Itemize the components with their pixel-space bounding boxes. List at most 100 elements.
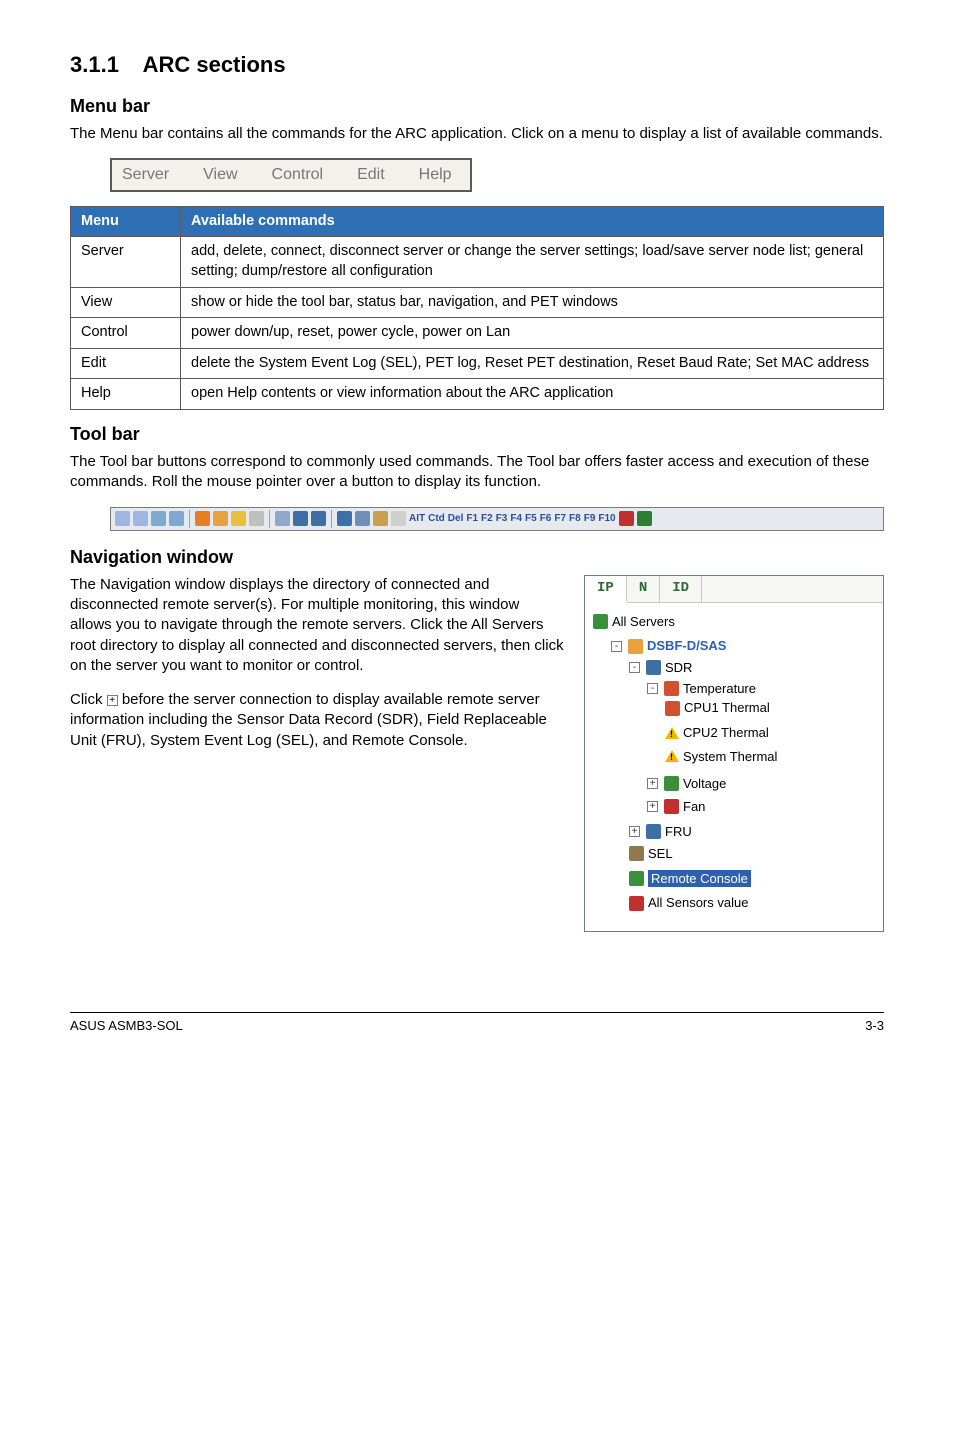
toolbar-key-label[interactable]: F7 [554, 512, 566, 526]
cell-desc: delete the System Event Log (SEL), PET l… [181, 348, 884, 379]
toolbar-icon[interactable] [231, 511, 246, 526]
toolbar-separator [189, 510, 190, 528]
tree-node-remote-console[interactable]: Remote Console [629, 870, 751, 888]
tree-node-cpu1[interactable]: CPU1 Thermal [665, 699, 770, 717]
expand-plus-icon: + [107, 695, 118, 706]
tree-node-server[interactable]: - DSBF-D/SAS [611, 637, 726, 655]
menubar-item-help[interactable]: Help [419, 164, 452, 186]
collapse-icon[interactable]: - [629, 662, 640, 673]
nav-desc-2a: Click [70, 691, 107, 708]
toolbar-icon[interactable] [115, 511, 130, 526]
toolbar-subheading: Tool bar [70, 422, 884, 446]
cell-desc: open Help contents or view information a… [181, 379, 884, 410]
voltage-icon [664, 776, 679, 791]
cell-desc: add, delete, connect, disconnect server … [181, 237, 884, 287]
toolbar-separator [331, 510, 332, 528]
tree-node-temperature[interactable]: - Temperature [647, 680, 756, 698]
sdr-icon [646, 660, 661, 675]
toolbar-key-label[interactable]: F8 [569, 512, 581, 526]
tree-label: FRU [665, 823, 692, 841]
expand-icon[interactable]: + [647, 801, 658, 812]
nav-desc-2b: before the server connection to display … [70, 691, 547, 749]
footer-left: ASUS ASMB3-SOL [70, 1017, 183, 1035]
toolbar-key-label[interactable]: F9 [584, 512, 596, 526]
tree-label: SDR [665, 659, 692, 677]
tree-node-cpu2[interactable]: CPU2 Thermal [665, 724, 769, 742]
tree-node-system-thermal[interactable]: System Thermal [665, 748, 777, 766]
section-number: 3.1.1 [70, 52, 119, 77]
tree-node-all-servers[interactable]: All Servers [593, 613, 675, 631]
tab-id[interactable]: ID [660, 576, 702, 602]
toolbar-key-label[interactable]: F6 [540, 512, 552, 526]
thermometer-icon [665, 701, 680, 716]
toolbar-icon[interactable] [619, 511, 634, 526]
nav-desc-2: Click + before the server connection to … [70, 690, 564, 751]
toolbar-icon[interactable] [373, 511, 388, 526]
console-icon [629, 871, 644, 886]
toolbar-key-label[interactable]: Del [448, 512, 464, 526]
tree-label: Fan [683, 798, 705, 816]
menubar-item-server[interactable]: Server [122, 164, 169, 186]
page-footer: ASUS ASMB3-SOL 3-3 [70, 1012, 884, 1035]
toolbar-key-label[interactable]: F4 [510, 512, 522, 526]
toolbar-key-label[interactable]: F5 [525, 512, 537, 526]
tree-label-selected: Remote Console [648, 870, 751, 888]
toolbar-icon[interactable] [169, 511, 184, 526]
tree-label: CPU2 Thermal [683, 724, 769, 742]
th-commands: Available commands [181, 206, 884, 237]
toolbar-key-label[interactable]: F2 [481, 512, 493, 526]
tree-node-all-sensors[interactable]: All Sensors value [629, 894, 748, 912]
fru-icon [646, 824, 661, 839]
toolbar-icon[interactable] [249, 511, 264, 526]
toolbar-icon[interactable] [391, 511, 406, 526]
table-row: View show or hide the tool bar, status b… [71, 287, 884, 318]
tree-label: All Servers [612, 613, 675, 631]
toolbar-icon[interactable] [293, 511, 308, 526]
toolbar-key-label[interactable]: F1 [466, 512, 478, 526]
menubar-item-control[interactable]: Control [272, 164, 324, 186]
table-row: Server add, delete, connect, disconnect … [71, 237, 884, 287]
tree-label: System Thermal [683, 748, 777, 766]
table-row: Edit delete the System Event Log (SEL), … [71, 348, 884, 379]
toolbar-icon[interactable] [275, 511, 290, 526]
cell-menu: Server [71, 237, 181, 287]
tree-node-sel[interactable]: SEL [629, 845, 673, 863]
toolbar-icon[interactable] [355, 511, 370, 526]
menubar-subheading: Menu bar [70, 94, 884, 118]
toolbar-icon[interactable] [151, 511, 166, 526]
menubar-desc: The Menu bar contains all the commands f… [70, 124, 884, 144]
nav-tabs: IP N ID [585, 576, 883, 603]
tree-label: All Sensors value [648, 894, 748, 912]
section-heading: 3.1.1 ARC sections [70, 50, 884, 80]
table-row: Help open Help contents or view informat… [71, 379, 884, 410]
servers-icon [593, 614, 608, 629]
collapse-icon[interactable]: - [611, 641, 622, 652]
toolbar-key-label[interactable]: AIT [409, 512, 425, 526]
toolbar-icon[interactable] [637, 511, 652, 526]
tree-node-voltage[interactable]: + Voltage [647, 775, 726, 793]
cell-menu: Control [71, 318, 181, 349]
toolbar-icon[interactable] [213, 511, 228, 526]
menubar-item-edit[interactable]: Edit [357, 164, 385, 186]
expand-icon[interactable]: + [629, 826, 640, 837]
menubar-screenshot: Server View Control Edit Help [110, 158, 472, 192]
tree-node-fru[interactable]: + FRU [629, 823, 692, 841]
collapse-icon[interactable]: - [647, 683, 658, 694]
toolbar-icon[interactable] [311, 511, 326, 526]
tab-ip[interactable]: IP [585, 576, 627, 603]
nav-subheading: Navigation window [70, 545, 884, 569]
tree-node-fan[interactable]: + Fan [647, 798, 705, 816]
toolbar-key-label[interactable]: F3 [496, 512, 508, 526]
warning-icon [665, 727, 679, 739]
toolbar-icon[interactable] [195, 511, 210, 526]
menubar-item-view[interactable]: View [203, 164, 237, 186]
toolbar-icon[interactable] [337, 511, 352, 526]
expand-icon[interactable]: + [647, 778, 658, 789]
thermometer-icon [664, 681, 679, 696]
toolbar-icon[interactable] [133, 511, 148, 526]
tree-label: Voltage [683, 775, 726, 793]
toolbar-key-label[interactable]: F10 [598, 512, 615, 526]
tree-node-sdr[interactable]: - SDR [629, 659, 692, 677]
tab-n[interactable]: N [627, 576, 660, 602]
toolbar-key-label[interactable]: Ctd [428, 512, 445, 526]
